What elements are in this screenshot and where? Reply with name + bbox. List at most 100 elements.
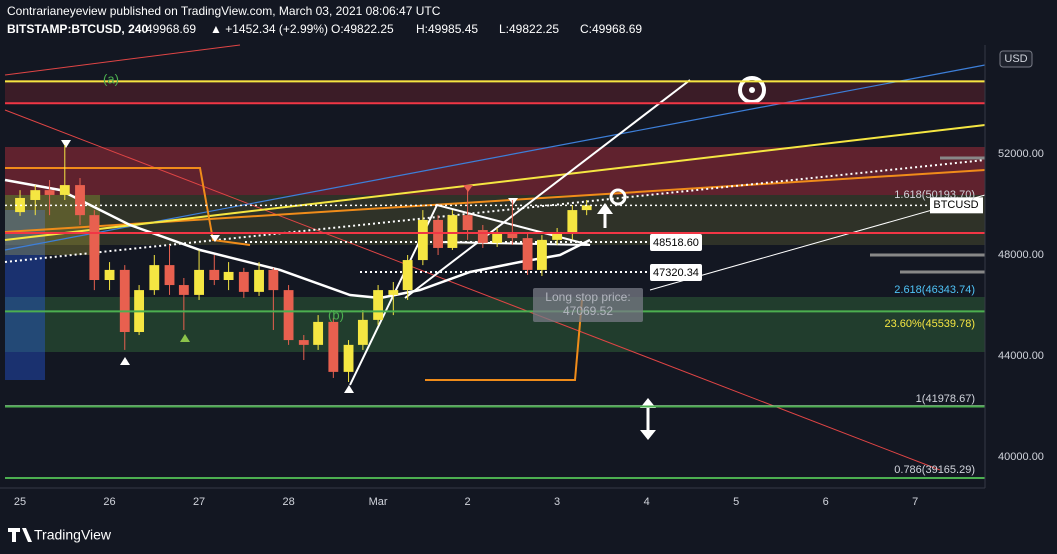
marker (180, 334, 190, 342)
marker (61, 140, 71, 148)
marker (120, 357, 130, 365)
x-tick-label: 27 (193, 496, 205, 508)
marker (508, 198, 518, 205)
marker (210, 235, 220, 242)
zone (5, 147, 985, 195)
candle-body (462, 215, 473, 231)
candle-body (283, 290, 294, 341)
marker (344, 385, 354, 393)
x-tick-label: 5 (733, 496, 739, 508)
candle-body (447, 215, 458, 248)
currency: USD (1004, 53, 1027, 65)
candle-body (402, 260, 413, 291)
candle-body (298, 340, 309, 345)
price-box (650, 234, 702, 251)
candle-body (357, 319, 368, 345)
open: O:49822.25 (331, 22, 394, 36)
candle-body (59, 185, 70, 195)
price-box-label: 48518.60 (653, 237, 699, 249)
trend-line (4, 159, 986, 263)
close: C:49968.69 (580, 22, 642, 36)
trend-line (4, 109, 941, 471)
annotation-boxes: 48518.60 47320.34 Long stop price: 47069… (103, 71, 975, 475)
candle-body (178, 285, 189, 295)
price-axis (985, 45, 1057, 488)
x-tick-label: 7 (912, 496, 918, 508)
candle-body (119, 269, 130, 333)
fib-label: 23.60%(45539.78) (884, 318, 975, 330)
currency-badge (999, 50, 1033, 68)
stop-value: 47069.52 (563, 304, 613, 318)
candle-body (477, 230, 488, 243)
last: 49968.69 (146, 22, 196, 36)
symbol-badge (930, 197, 983, 214)
candle-body (536, 239, 547, 270)
y-tick-label: 48000.00 (998, 249, 1044, 261)
candle-body (388, 290, 399, 295)
author-line: Contrarianeyeview published on TradingVi… (7, 4, 441, 18)
trend-line (4, 124, 986, 241)
candle-body (328, 321, 339, 372)
fib-label: 0.786(39165.29) (894, 464, 975, 476)
wave-label: (a) (103, 71, 119, 86)
candle-body (417, 219, 428, 261)
candle-body (149, 265, 160, 291)
y-tick-label: 52000.00 (998, 148, 1044, 160)
low: L:49822.25 (499, 22, 559, 36)
pattern-line (649, 194, 986, 291)
step-line (425, 299, 583, 381)
candle-body (268, 269, 279, 291)
stop-label: Long stop price: (545, 290, 630, 304)
trend-line (4, 44, 241, 76)
target-ring (738, 76, 766, 104)
change: ▲ +1452.34 (+2.99%) (210, 22, 328, 36)
candle-body (194, 269, 204, 295)
x-tick-label: Mar (369, 496, 388, 508)
candle-body (223, 271, 234, 281)
y-tick-label: 44000.00 (998, 350, 1044, 362)
fib-label: 1.618(50193.70) (894, 189, 975, 201)
high: H:49985.45 (416, 22, 478, 36)
x-tick-label: 25 (14, 496, 26, 508)
zone (5, 80, 985, 103)
candle-body (209, 269, 220, 281)
candle-body (373, 290, 384, 320)
candles (15, 144, 592, 382)
candle-body (238, 271, 249, 292)
brand: TradingView (34, 527, 112, 543)
logo (8, 528, 32, 542)
price-box-label: 47320.34 (653, 267, 699, 279)
candle-body (581, 205, 592, 211)
stop-box (533, 288, 643, 322)
step-line (5, 167, 251, 246)
y-tick-label: 40000.00 (998, 451, 1044, 463)
candle-body (507, 232, 518, 239)
symbol: BITSTAMP:BTCUSD, 240 (7, 22, 148, 36)
x-tick-label: 3 (554, 496, 560, 508)
candle-body (343, 344, 354, 372)
header: Contrarianeyeview published on TradingVi… (7, 4, 642, 36)
candle-body (75, 185, 85, 216)
candle-body (313, 321, 324, 345)
arrow-head (597, 203, 613, 214)
x-tick-label: 4 (644, 496, 650, 508)
fib-label: 2.618(46343.74) (894, 284, 975, 296)
candle-body (164, 265, 175, 286)
candle-body (44, 190, 55, 195)
x-tick-label: 26 (103, 496, 115, 508)
candle-body (492, 232, 503, 243)
candle-body (104, 269, 115, 281)
wave-label: (b) (328, 307, 344, 322)
candle-body (89, 215, 100, 281)
target-dot (749, 87, 755, 93)
arrow-head (640, 430, 656, 440)
candle-body (552, 232, 563, 240)
x-tick-label: 2 (465, 496, 471, 508)
x-tick-label: 28 (282, 496, 294, 508)
candle-body (254, 269, 264, 292)
zone (5, 297, 985, 352)
trend-line (4, 64, 986, 251)
